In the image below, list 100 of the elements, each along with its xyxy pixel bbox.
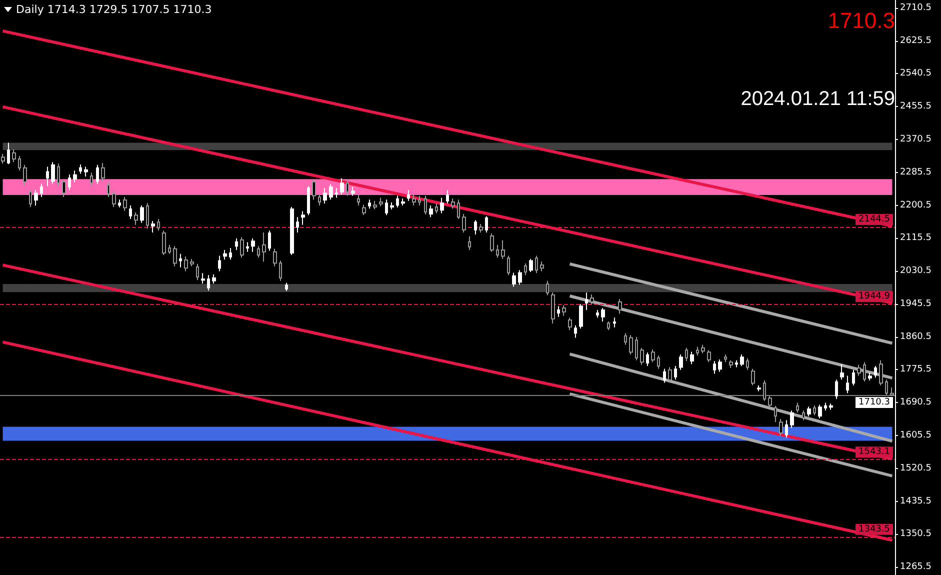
candlestick — [640, 347, 644, 366]
candlestick — [846, 375, 849, 394]
candlestick — [813, 405, 816, 416]
candlestick — [579, 304, 583, 330]
candlestick — [223, 249, 227, 260]
candlestick — [546, 280, 549, 296]
candlestick — [818, 404, 822, 419]
chart-title: Daily 1714.3 1729.5 1707.5 1710.3 — [16, 3, 212, 16]
candlestick — [540, 261, 544, 272]
candlestick — [7, 142, 10, 165]
candlestick — [385, 199, 388, 216]
candlestick — [84, 166, 88, 177]
candlestick — [346, 179, 349, 196]
candlestick — [212, 274, 216, 284]
candlestick — [446, 189, 449, 204]
y-tick-label: 2540.5 — [900, 68, 932, 79]
ref-line-label: 1543.1 — [858, 447, 890, 458]
candlestick — [618, 298, 622, 314]
candlestick — [874, 366, 877, 378]
candlestick — [802, 410, 805, 421]
candlestick — [824, 402, 827, 412]
candlestick — [146, 202, 149, 230]
candlestick — [879, 360, 883, 386]
candlestick — [1, 154, 5, 164]
candlestick — [852, 369, 855, 386]
y-tick-label: 2625.5 — [900, 36, 932, 46]
candlestick — [757, 384, 761, 392]
candlestick — [323, 188, 327, 204]
candlestick — [107, 182, 110, 198]
y-tick-label: 2455.5 — [900, 102, 932, 112]
ref-line-label: 2144.5 — [858, 214, 890, 224]
candlestick — [440, 197, 444, 214]
candlestick — [774, 405, 777, 423]
candlestick — [613, 317, 616, 328]
candlestick — [51, 162, 55, 185]
candlestick — [351, 186, 355, 196]
candlestick — [118, 199, 121, 208]
candlestick — [607, 321, 610, 331]
candlestick — [418, 195, 421, 206]
candlestick — [279, 260, 282, 282]
candlestick — [184, 256, 188, 272]
candlestick — [468, 236, 471, 250]
candlestick — [401, 198, 405, 206]
ref-line-label: 1944.9 — [858, 292, 890, 302]
candlestick — [651, 348, 655, 363]
candlestick — [368, 199, 371, 210]
candlestick — [307, 186, 310, 216]
candlestick — [663, 368, 666, 384]
candlestick — [629, 334, 633, 355]
candlestick — [585, 292, 588, 310]
candlestick — [551, 292, 555, 324]
y-tick-label: 2115.5 — [900, 233, 932, 244]
candlestick — [218, 255, 221, 272]
candlestick — [190, 258, 194, 267]
candlestick — [829, 403, 833, 410]
candlestick — [157, 218, 160, 232]
candlestick — [57, 163, 60, 187]
candlestick — [485, 216, 488, 234]
candlestick — [179, 253, 182, 268]
candlestick — [112, 190, 116, 208]
candlestick — [807, 406, 811, 417]
candlestick — [379, 197, 383, 207]
candlestick — [596, 309, 599, 318]
candlestick — [690, 351, 694, 365]
candlestick — [207, 274, 210, 292]
candlestick — [68, 174, 71, 190]
candlestick — [746, 358, 749, 370]
candlestick — [696, 346, 699, 356]
candlestick — [462, 213, 466, 234]
candlestick — [29, 188, 32, 208]
candlestick — [285, 282, 288, 292]
candlestick — [679, 354, 683, 370]
candlestick — [79, 164, 82, 174]
candlestick — [646, 352, 649, 367]
candlestick — [724, 354, 727, 363]
candlestick — [479, 224, 483, 234]
candlestick — [162, 230, 166, 256]
candlestick — [201, 272, 205, 284]
candlestick — [123, 196, 127, 212]
y-tick-label: 1265.5 — [900, 562, 932, 572]
candlestick — [412, 194, 416, 206]
candlestick — [173, 246, 177, 267]
candlestick — [779, 418, 783, 436]
candlestick — [168, 244, 171, 254]
y-tick-label: 2370.5 — [900, 134, 932, 144]
y-tick-label: 1435.5 — [900, 496, 932, 506]
candlestick — [740, 354, 744, 367]
candlestick — [18, 155, 21, 172]
candlestick — [863, 362, 866, 382]
candlestick — [246, 242, 249, 252]
candlestick — [501, 240, 505, 260]
candlestick — [12, 148, 16, 163]
candlestick — [735, 360, 738, 368]
y-tick-label: 1520.5 — [900, 463, 932, 474]
candlestick — [496, 244, 499, 258]
candlestick — [62, 178, 66, 198]
ref-line-label: 1710.3 — [858, 397, 890, 408]
candlestick — [46, 166, 49, 187]
candlestick — [435, 203, 438, 214]
y-tick-label: 1605.5 — [900, 430, 932, 441]
